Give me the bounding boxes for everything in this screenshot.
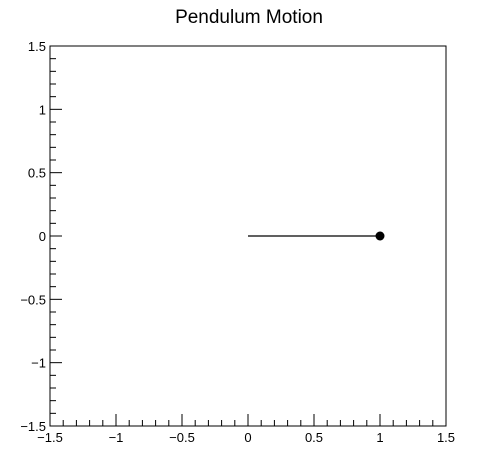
x-tick-label: 1 — [376, 430, 383, 445]
y-tick-label: 1.5 — [28, 39, 46, 54]
y-tick-label: −0.5 — [20, 292, 46, 307]
y-tick-label: 1 — [39, 102, 46, 117]
y-tick-label: 0.5 — [28, 166, 46, 181]
y-tick-label: −1.5 — [20, 419, 46, 434]
y-tick-label: −1 — [31, 356, 46, 371]
y-tick-label: 0 — [39, 229, 46, 244]
plot-area: −1.5 −1 −0.5 0 0.5 1 1.5 −1.5 −1 −0.5 0 0.5 1 1.5 — [20, 39, 455, 445]
chart-title: Pendulum Motion — [175, 7, 323, 28]
x-tick-label: −0.5 — [169, 430, 195, 445]
x-tick-label: −1 — [109, 430, 124, 445]
x-tick-label: −1.5 — [37, 430, 63, 445]
pendulum-bob-marker — [375, 231, 385, 241]
x-tick-label: 1.5 — [437, 430, 455, 445]
x-tick-label: 0 — [244, 430, 251, 445]
x-tick-label: 0.5 — [305, 430, 323, 445]
